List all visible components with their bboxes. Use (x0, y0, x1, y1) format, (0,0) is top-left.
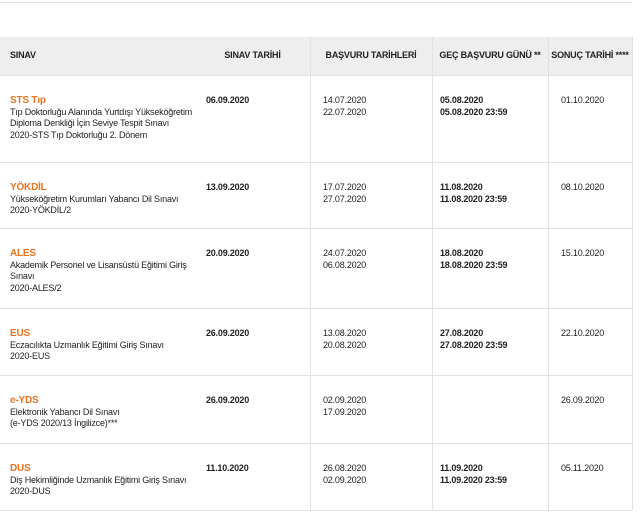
exam-cell: EUS Eczacılıkta Uzmanlık Eğitimi Giriş Sı… (10, 328, 195, 363)
application-cell: 13.08.2020 20.08.2020 (323, 328, 423, 351)
late-application-date: 11.08.2020 23:59 (440, 193, 507, 204)
exam-cell: STS Tıp Tıp Doktorluğu Alanında Yurtdışı … (10, 95, 195, 141)
row-rule (0, 162, 632, 163)
column-header: SINAV TARİHİ (224, 50, 281, 61)
application-date: 17.09.2020 (323, 406, 367, 417)
row-rule (0, 510, 632, 511)
exam-description: 2020-ALES/2 (10, 282, 62, 293)
exam-date: 26.09.2020 (206, 328, 250, 338)
exam-cell: DUS Diş Hekimliğinde Uzmanlık Eğitimi Gir… (10, 463, 195, 498)
exam-description: Elektronik Yabancı Dil Sınavı (10, 406, 120, 417)
exam-description: (e-YDS 2020/13 İngilizce)*** (10, 418, 118, 428)
exam-description: 2020-DUS (10, 486, 51, 496)
late-application-cell: 18.08.2020 18.08.2020 23:59 (440, 248, 545, 271)
exam-description: Sınavı (10, 271, 35, 281)
header-band (0, 37, 632, 75)
exam-name: STS Tıp (10, 95, 46, 106)
application-date: 14.07.2020 (323, 95, 367, 105)
exam-cell: ALES Akademik Personel ve Lisansüstü Eğit… (10, 248, 195, 294)
exam-description: Yükseköğretim Kurumları Yabancı Dil Sına… (10, 193, 179, 204)
application-date: 26.08.2020 (323, 463, 367, 473)
exam-cell: YÖKDİL Yükseköğretim Kurumları Yabancı Di… (10, 182, 195, 217)
exam-date: 26.09.2020 (206, 395, 250, 405)
late-application-cell: 05.08.2020 05.08.2020 23:59 (440, 95, 545, 118)
result-date: 26.09.2020 (561, 395, 605, 405)
result-date: 08.10.2020 (561, 182, 605, 192)
col-rule (548, 37, 549, 510)
column-header: BAŞVURU TARİHLERİ (325, 50, 417, 61)
exam-name: YÖKDİL (10, 182, 47, 193)
late-application-date: 27.08.2020 (440, 328, 484, 338)
col-rule (310, 37, 311, 510)
row-rule (0, 228, 632, 229)
exam-date: 11.10.2020 (206, 463, 249, 473)
late-application-date: 18.08.2020 23:59 (440, 259, 508, 270)
exam-description: Eczacılıkta Uzmanlık Eğitimi Giriş Sınav… (10, 339, 164, 350)
application-date: 02.09.2020 (323, 474, 367, 485)
exam-description: Diş Hekimliğinde Uzmanlık Eğitimi Giriş … (10, 474, 187, 485)
late-application-cell: 11.09.2020 11.09.2020 23:59 (440, 463, 545, 486)
row-rule (0, 443, 632, 444)
application-date: 06.08.2020 (323, 259, 367, 270)
late-application-date: 27.08.2020 23:59 (440, 339, 508, 350)
late-application-date: 11.09.2020 (440, 463, 483, 473)
application-date: 02.09.2020 (323, 395, 367, 405)
application-cell: 17.07.2020 27.07.2020 (323, 182, 423, 205)
result-date: 05.11.2020 (561, 463, 604, 473)
exam-date: 20.09.2020 (206, 248, 250, 258)
exam-description: 2020-YÖKDİL/2 (10, 205, 71, 215)
application-date: 20.08.2020 (323, 339, 367, 350)
exam-date: 13.09.2020 (206, 182, 250, 192)
exam-cell: e-YDS Elektronik Yabancı Dil Sınavı (e-YDS… (10, 395, 195, 430)
late-application-date: 18.08.2020 (440, 248, 484, 258)
exam-description: Akademik Personel ve Lisansüstü Eğitimi … (10, 259, 187, 270)
column-header: GEÇ BAŞVURU GÜNÜ ** (439, 50, 541, 61)
application-date: 22.07.2020 (323, 106, 367, 117)
column-header: SONUÇ TARİHİ **** (551, 50, 629, 61)
late-application-date: 05.08.2020 (440, 95, 484, 105)
exam-name: ALES (10, 248, 36, 259)
exam-description: 2020-STS Tıp Doktorluğu 2. Dönem (10, 129, 148, 140)
row-rule (0, 75, 632, 76)
late-application-date: 11.09.2020 23:59 (440, 474, 507, 485)
col-rule (632, 37, 633, 510)
top-rule (0, 2, 632, 3)
row-rule (0, 375, 632, 376)
application-cell: 24.07.2020 06.08.2020 (323, 248, 423, 271)
late-application-cell: 27.08.2020 27.08.2020 23:59 (440, 328, 545, 351)
application-cell: 26.08.2020 02.09.2020 (323, 463, 423, 486)
application-date: 27.07.2020 (323, 193, 367, 204)
result-date: 01.10.2020 (561, 95, 605, 105)
exam-date: 06.09.2020 (206, 95, 250, 105)
exam-description: 2020-EUS (10, 351, 50, 361)
column-header: SINAV (10, 50, 36, 61)
late-application-date: 11.08.2020 (440, 182, 483, 192)
col-rule (432, 37, 433, 510)
result-date: 15.10.2020 (561, 248, 605, 258)
result-date: 22.10.2020 (561, 328, 605, 338)
late-application-cell: 11.08.2020 11.08.2020 23:59 (440, 182, 545, 205)
late-application-date: 05.08.2020 23:59 (440, 106, 508, 117)
application-cell: 02.09.2020 17.09.2020 (323, 395, 423, 418)
application-cell: 14.07.2020 22.07.2020 (323, 95, 423, 118)
exam-description: Diploma Denkliği İçin Seviye Tespit Sına… (10, 118, 170, 128)
application-date: 24.07.2020 (323, 248, 367, 258)
row-rule (0, 308, 632, 309)
exam-name: e-YDS (10, 395, 39, 406)
exam-description: Tıp Doktorluğu Alanında Yurtdışı Yüksekö… (10, 106, 193, 117)
exam-name: EUS (10, 328, 30, 339)
application-date: 13.08.2020 (323, 328, 367, 338)
application-date: 17.07.2020 (323, 182, 367, 192)
exam-name: DUS (10, 463, 31, 474)
